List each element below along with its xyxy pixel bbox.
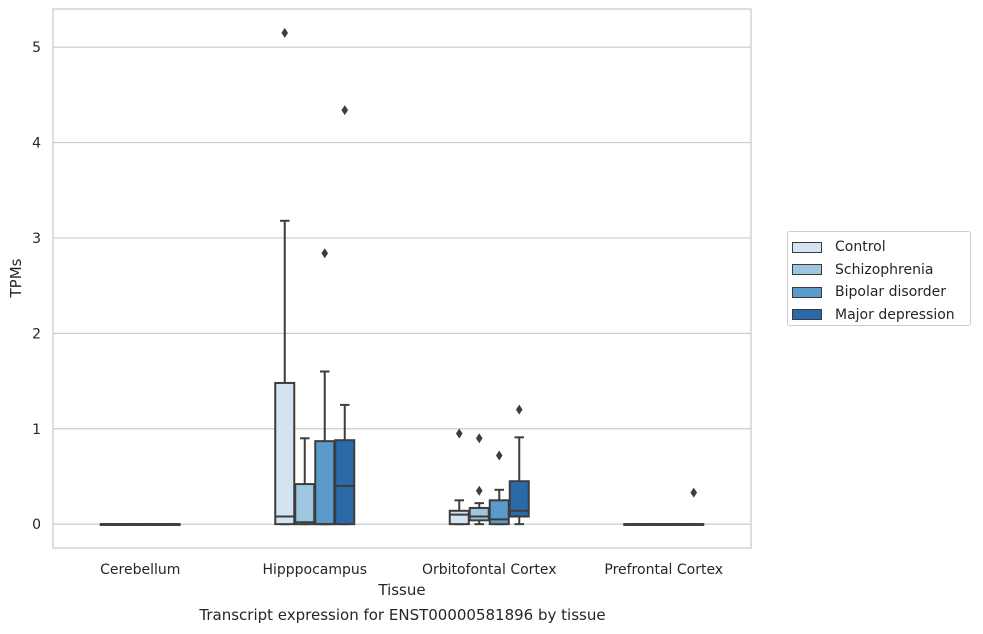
y-tick-label: 4 (32, 136, 41, 152)
box-major-depression (159, 523, 181, 526)
x-axis-ticks: Cerebellum Hipppocampus Orbitofontal Corte… (100, 562, 723, 578)
box-body (488, 499, 510, 526)
legend-swatch (792, 241, 822, 253)
y-tick-label: 5 (32, 40, 41, 56)
y-tick-label: 1 (32, 422, 41, 438)
legend-label: Schizophrenia (835, 261, 934, 278)
y-axis-ticks: 0 1 2 3 4 5 (32, 40, 41, 533)
outlier-point (475, 485, 483, 496)
box-bipolar-disorder (488, 450, 510, 526)
box-control (274, 27, 296, 526)
legend-swatch (792, 309, 822, 321)
y-tick-label: 0 (32, 517, 41, 533)
box-body (468, 506, 490, 522)
box-bipolar-disorder (139, 523, 161, 526)
legend-label: Control (835, 239, 886, 256)
box-body (274, 381, 296, 526)
outlier-point (495, 450, 503, 461)
box-major-depression (683, 487, 705, 526)
box-body (508, 480, 530, 518)
box-schizophrenia (119, 523, 141, 526)
box-body (314, 440, 336, 526)
x-tick-label: Prefrontal Cortex (604, 562, 723, 578)
y-tick-label: 2 (32, 326, 41, 342)
legend-swatch (792, 264, 822, 276)
legend: Control Schizophrenia Bipolar disorder Majo… (787, 231, 971, 326)
legend-item: Bipolar disorder (792, 281, 970, 304)
box-major-depression (508, 404, 530, 526)
box-control (99, 523, 121, 526)
x-tick-label: Cerebellum (100, 562, 180, 578)
x-tick-label: Hipppocampus (262, 562, 367, 578)
outlier-point (690, 487, 698, 498)
x-tick-label: Orbitofontal Cortex (422, 562, 557, 578)
outlier-point (475, 433, 483, 444)
box-body (448, 509, 470, 526)
outlier-point (281, 27, 289, 38)
legend-item: Major depression (792, 304, 970, 327)
box-body (294, 483, 316, 526)
legend-label: Bipolar disorder (835, 284, 947, 301)
box-schizophrenia (643, 523, 665, 526)
chart-caption: Transcript expression for ENST0000058189… (199, 606, 606, 624)
box-bipolar-disorder (663, 523, 685, 526)
x-axis-label: Tissue (377, 581, 425, 599)
box-schizophrenia (294, 437, 316, 526)
box-body (334, 439, 356, 526)
legend-swatch (792, 286, 822, 298)
outlier-point (515, 404, 523, 415)
plot-area-frame (52, 8, 752, 549)
outlier-point (455, 428, 463, 439)
outlier-point (341, 105, 349, 116)
y-axis-label: TPMs (7, 258, 25, 298)
box-schizophrenia (468, 433, 490, 526)
y-tick-label: 3 (32, 231, 41, 247)
legend-item: Control (792, 236, 970, 259)
box-bipolar-disorder (314, 248, 336, 526)
legend-label: Major depression (835, 306, 955, 323)
box-major-depression (334, 105, 356, 526)
box-control (448, 428, 470, 526)
legend-item: Schizophrenia (792, 259, 970, 282)
grid-lines (53, 46, 751, 525)
box-control (623, 523, 645, 526)
boxes (99, 27, 705, 526)
outlier-point (321, 248, 329, 259)
